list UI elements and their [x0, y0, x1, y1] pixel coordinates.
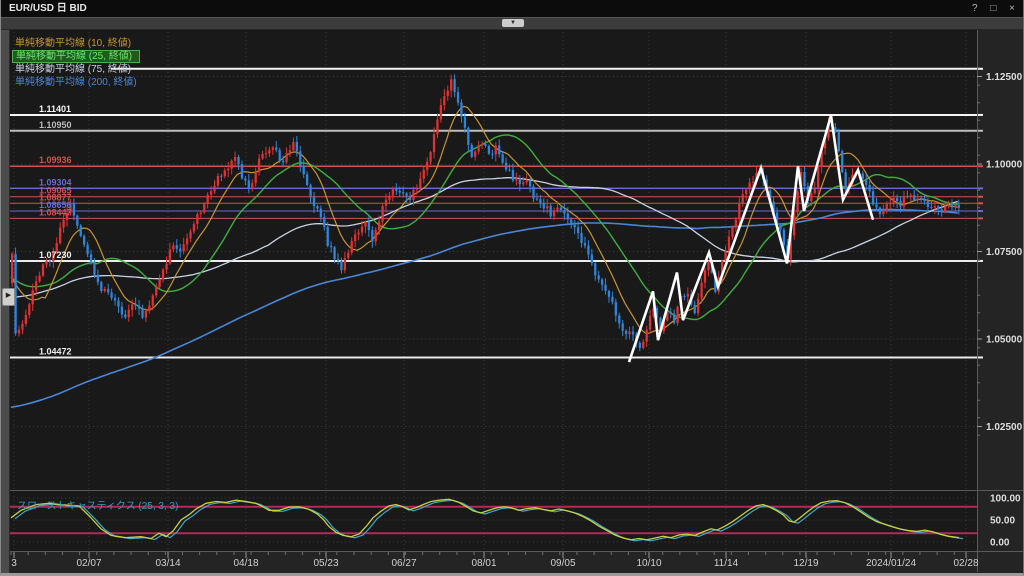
svg-text:12/19: 12/19 — [793, 558, 818, 569]
toolbar: ▼ — [1, 17, 1023, 30]
zigzag-drawing[interactable] — [627, 115, 875, 363]
sma-75-line — [10, 177, 958, 298]
sma-200-line — [10, 208, 958, 409]
svg-text:1.08877: 1.08877 — [39, 192, 72, 202]
stochastic-pane — [9, 498, 977, 542]
svg-text:1.07500: 1.07500 — [986, 247, 1023, 258]
price-axis-labels: 1.12500 1.10000 1.07500 1.05000 1.02500 100.0… — [977, 67, 1023, 549]
svg-text:11/14: 11/14 — [714, 558, 739, 569]
svg-text:03/14: 03/14 — [155, 558, 180, 569]
horizontal-price-lines[interactable] — [9, 67, 977, 359]
svg-text:05/23: 05/23 — [313, 558, 338, 569]
oscillator-label: スローストキャスティクス (25, 3, 3) — [17, 501, 179, 512]
svg-text:1.12500: 1.12500 — [986, 72, 1023, 83]
maximize-button[interactable]: □ — [990, 3, 997, 14]
svg-text:1.05000: 1.05000 — [986, 335, 1023, 346]
svg-text:1.11401: 1.11401 — [39, 104, 71, 114]
price-axis-area — [977, 28, 1023, 573]
svg-text:1.09936: 1.09936 — [39, 155, 72, 165]
svg-text:1.09304: 1.09304 — [39, 177, 72, 187]
close-button[interactable]: × — [1009, 3, 1015, 14]
svg-text:0.00: 0.00 — [990, 538, 1010, 549]
sma-25-line — [10, 134, 958, 321]
svg-text:1.02500: 1.02500 — [986, 422, 1023, 433]
help-button[interactable]: ? — [971, 3, 978, 14]
time-axis-area — [1, 551, 1023, 573]
grid-lines — [9, 28, 977, 551]
legend-item-sma-75[interactable]: 単純移動平均線 (75, 終値) — [15, 64, 132, 75]
svg-text:1.07230: 1.07230 — [39, 250, 72, 260]
chart-background — [1, 28, 1023, 573]
svg-text:04/18: 04/18 — [233, 558, 258, 569]
legend-item-sma-200[interactable]: 単純移動平均線 (200, 終値) — [15, 77, 137, 88]
svg-text:3: 3 — [11, 558, 17, 569]
svg-text:1.10950: 1.10950 — [39, 120, 72, 130]
svg-text:02/07: 02/07 — [76, 558, 101, 569]
candlestick-layer — [11, 74, 960, 352]
toolbar-collapse-button[interactable]: ▼ — [502, 19, 524, 27]
svg-text:06/27: 06/27 — [391, 558, 416, 569]
svg-text:1.08447: 1.08447 — [39, 207, 72, 217]
window-controls: ? □ × — [962, 0, 1015, 17]
svg-text:100.00: 100.00 — [990, 494, 1021, 505]
svg-text:1.09065: 1.09065 — [39, 186, 72, 196]
svg-text:1.08656: 1.08656 — [39, 200, 72, 210]
svg-text:1.04472: 1.04472 — [39, 346, 72, 356]
panel-expand-button[interactable]: ▶ — [2, 288, 15, 306]
indicator-legend: 単純移動平均線 (10, 終値) 単純移動平均線 (25, 終値) 単純移動平均線 … — [12, 37, 140, 89]
svg-text:08/01: 08/01 — [471, 558, 496, 569]
window-title: EUR/USD 日 BID — [9, 3, 87, 14]
svg-text:09/05: 09/05 — [550, 558, 575, 569]
sma-lines — [10, 105, 958, 409]
svg-text:2024/01/24: 2024/01/24 — [866, 558, 916, 569]
svg-text:02/28: 02/28 — [953, 558, 978, 569]
title-bar: EUR/USD 日 BID ? □ × — [1, 0, 1023, 17]
legend-item-sma-10[interactable]: 単純移動平均線 (10, 終値) — [15, 38, 132, 49]
time-axis-labels: 3 02/07 03/14 04/18 05/23 06/27 08/01 09/05 10/1… — [10, 552, 979, 569]
stoch-k-line — [10, 498, 960, 541]
svg-text:10/10: 10/10 — [636, 558, 661, 569]
sma-10-line — [10, 105, 958, 334]
legend-item-sma-25[interactable]: 単純移動平均線 (25, 終値) — [12, 50, 140, 63]
svg-text:1.10000: 1.10000 — [986, 160, 1023, 171]
svg-text:50.00: 50.00 — [990, 516, 1015, 527]
